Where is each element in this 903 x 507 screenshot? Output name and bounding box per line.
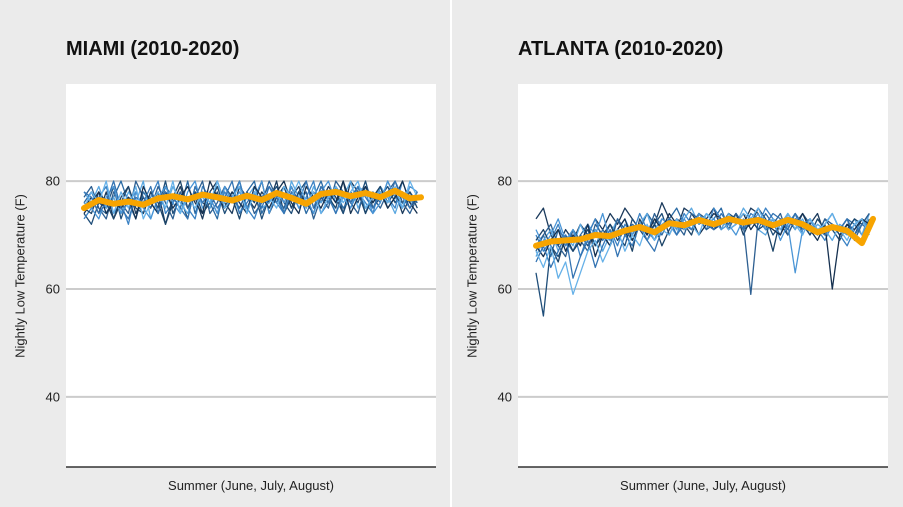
y-tick-label: 40 [497,389,512,405]
x-axis-label: Summer (June, July, August) [620,478,786,493]
y-axis-label: Nightly Low Temperature (F) [464,194,480,358]
y-tick-label: 80 [497,173,512,189]
chart-title: ATLANTA (2010-2020) [518,38,724,60]
x-axis-label: Summer (June, July, August) [168,478,334,493]
series-line-2020 [535,207,870,296]
atlanta-line-chart [518,180,888,468]
chart-title: MIAMI (2010-2020) [66,38,240,60]
y-axis-label: Nightly Low Temperature (F) [12,194,28,358]
plot-area [518,84,888,468]
miami-line-chart [66,180,436,468]
series-line-2018 [535,212,870,290]
y-tick-label: 40 [45,389,60,405]
y-tick-label: 80 [45,173,60,189]
miami-chart-panel: MIAMI (2010-2020) Nightly Low Temperatur… [0,0,450,507]
average-line [81,187,424,212]
y-tick-label: 60 [45,281,60,297]
atlanta-chart-panel: ATLANTA (2010-2020) Nightly Low Temperat… [452,0,903,507]
y-tick-label: 60 [497,281,512,297]
average-line [533,215,876,249]
panel-divider [450,0,452,507]
plot-area [66,84,436,468]
